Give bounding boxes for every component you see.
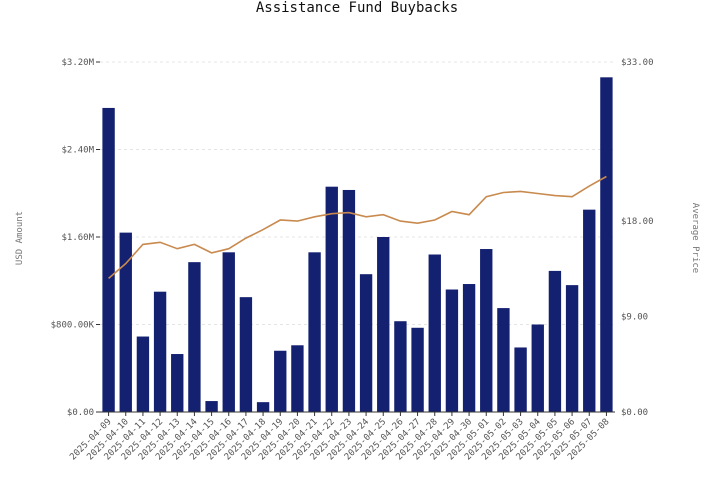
bar-2025-04-15[interactable] [205, 401, 218, 412]
price-series [108, 175, 607, 280]
bar-2025-04-09[interactable] [102, 107, 115, 412]
bar-2025-04-19[interactable] [274, 350, 287, 412]
bar-2025-04-24[interactable] [359, 274, 373, 412]
bar-2025-04-16[interactable] [222, 252, 235, 412]
bar-2025-04-23[interactable] [342, 189, 356, 412]
bar-2025-05-06[interactable] [565, 285, 579, 412]
bar-2025-04-10[interactable] [119, 232, 132, 412]
bar-2025-04-28[interactable] [428, 254, 441, 413]
grid-lines [100, 61, 615, 325]
right-axis-title: Average Price [690, 203, 700, 273]
bar-2025-05-01[interactable] [480, 249, 493, 412]
right-tick-label: $33.00 [621, 58, 654, 68]
left-tick-label: $1.60M [61, 233, 94, 243]
bar-2025-05-02[interactable] [497, 308, 510, 412]
bar-series [102, 77, 613, 413]
bar-2025-04-11[interactable] [136, 336, 150, 412]
bar-2025-04-18[interactable] [256, 402, 270, 412]
bar-2025-05-08[interactable] [600, 77, 613, 412]
right-tick-label: $9.00 [621, 313, 648, 323]
right-axis-ticks: $0.00 $9.00 $18.00 $33.00 [621, 58, 654, 418]
bar-2025-04-22[interactable] [325, 186, 338, 412]
bar-2025-04-20[interactable] [291, 345, 304, 412]
bar-2025-04-12[interactable] [153, 291, 167, 412]
bar-2025-04-25[interactable] [377, 237, 390, 412]
bar-2025-05-03[interactable] [514, 347, 527, 412]
bar-2025-05-05[interactable] [548, 270, 562, 412]
x-axis-ticks: 2025-04-092025-04-102025-04-112025-04-12… [68, 412, 612, 462]
chart-title: Assistance Fund Buybacks [256, 0, 458, 16]
bar-2025-04-17[interactable] [239, 297, 253, 412]
bar-2025-05-04[interactable] [531, 324, 544, 413]
left-axis-ticks: $0.00 $800.00K $1.60M $2.40M $3.20M [51, 58, 100, 418]
left-tick-label: $2.40M [61, 146, 94, 156]
average-price-line[interactable] [108, 175, 607, 280]
bar-2025-04-26[interactable] [394, 321, 407, 412]
bar-2025-04-21[interactable] [308, 252, 321, 412]
bar-2025-05-07[interactable] [583, 209, 596, 412]
bar-2025-04-30[interactable] [462, 284, 476, 412]
right-tick-label: $0.00 [621, 408, 648, 418]
bar-2025-04-14[interactable] [188, 262, 201, 412]
left-axis-title: USD Amount [15, 211, 25, 265]
left-tick-label: $3.20M [61, 58, 94, 68]
bar-2025-04-27[interactable] [411, 327, 424, 412]
right-tick-label: $18.00 [621, 217, 654, 227]
bar-2025-04-13[interactable] [171, 354, 184, 412]
left-tick-label: $800.00K [51, 321, 95, 331]
left-tick-label: $0.00 [67, 408, 94, 418]
bar-2025-04-29[interactable] [445, 289, 459, 413]
